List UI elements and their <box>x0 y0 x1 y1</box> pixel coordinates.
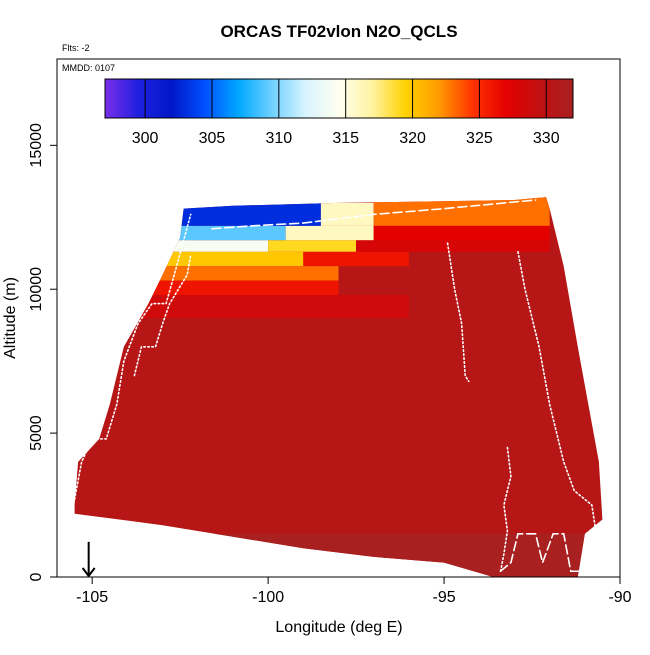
y-axis-label: Altitude (m) <box>2 277 19 359</box>
field-surface-layer <box>74 533 603 577</box>
y-tick-label: 15000 <box>28 123 45 168</box>
flight-track <box>211 199 537 230</box>
chart-title: ORCAS TF02vlon N2O_QCLS <box>220 22 457 41</box>
colorbar-tick-label: 305 <box>199 130 226 147</box>
field-cell <box>148 280 339 295</box>
start-arrow-marker <box>81 541 96 578</box>
field-cell <box>303 251 409 267</box>
flights-label: Flts: -2 <box>62 43 90 53</box>
y-tick-label: 10000 <box>28 267 45 312</box>
y-tick-label: 0 <box>28 572 45 581</box>
colorbar-tick-label: 325 <box>466 130 493 147</box>
x-axis: -105 -100 -95 -90 <box>76 576 632 606</box>
x-tick-label: -90 <box>608 589 631 606</box>
x-tick-label: -95 <box>433 589 456 606</box>
field-cell <box>320 202 374 226</box>
field-cell <box>268 240 357 252</box>
flight-track <box>499 533 583 573</box>
x-tick-label: -105 <box>76 589 108 606</box>
field-cell <box>155 266 339 281</box>
flight-track <box>133 253 192 377</box>
field-cell <box>169 240 269 252</box>
x-axis-label: Longitude (deg E) <box>275 619 402 636</box>
flight-tracks <box>73 199 597 574</box>
flight-track <box>73 213 192 501</box>
field-cell <box>162 251 304 267</box>
colorbar-tick-label: 330 <box>533 130 560 147</box>
colorbar-ramp <box>104 78 574 119</box>
y-tick-label: 5000 <box>28 415 45 451</box>
colorbar-tick-label: 320 <box>399 130 426 147</box>
field-cell <box>356 240 550 252</box>
flight-track <box>499 446 512 574</box>
field-cell <box>285 225 374 241</box>
colorbar: 300 305 310 315 320 325 330 <box>104 78 574 147</box>
arrow-head <box>81 567 96 578</box>
colorbar-tick-label: 315 <box>332 130 359 147</box>
colorbar-tick-label: 310 <box>265 130 292 147</box>
flight-track <box>517 251 597 529</box>
y-axis: 0 5000 10000 15000 <box>28 123 58 581</box>
field-cell <box>134 294 409 318</box>
x-tick-label: -100 <box>252 589 284 606</box>
field-cell <box>373 197 550 226</box>
date-label: MMDD: 0107 <box>62 63 115 73</box>
field-cell <box>180 202 321 226</box>
field-cell <box>173 225 286 241</box>
flight-track <box>446 242 470 383</box>
field-cell <box>373 225 550 241</box>
colorbar-tick-label: 300 <box>132 130 159 147</box>
